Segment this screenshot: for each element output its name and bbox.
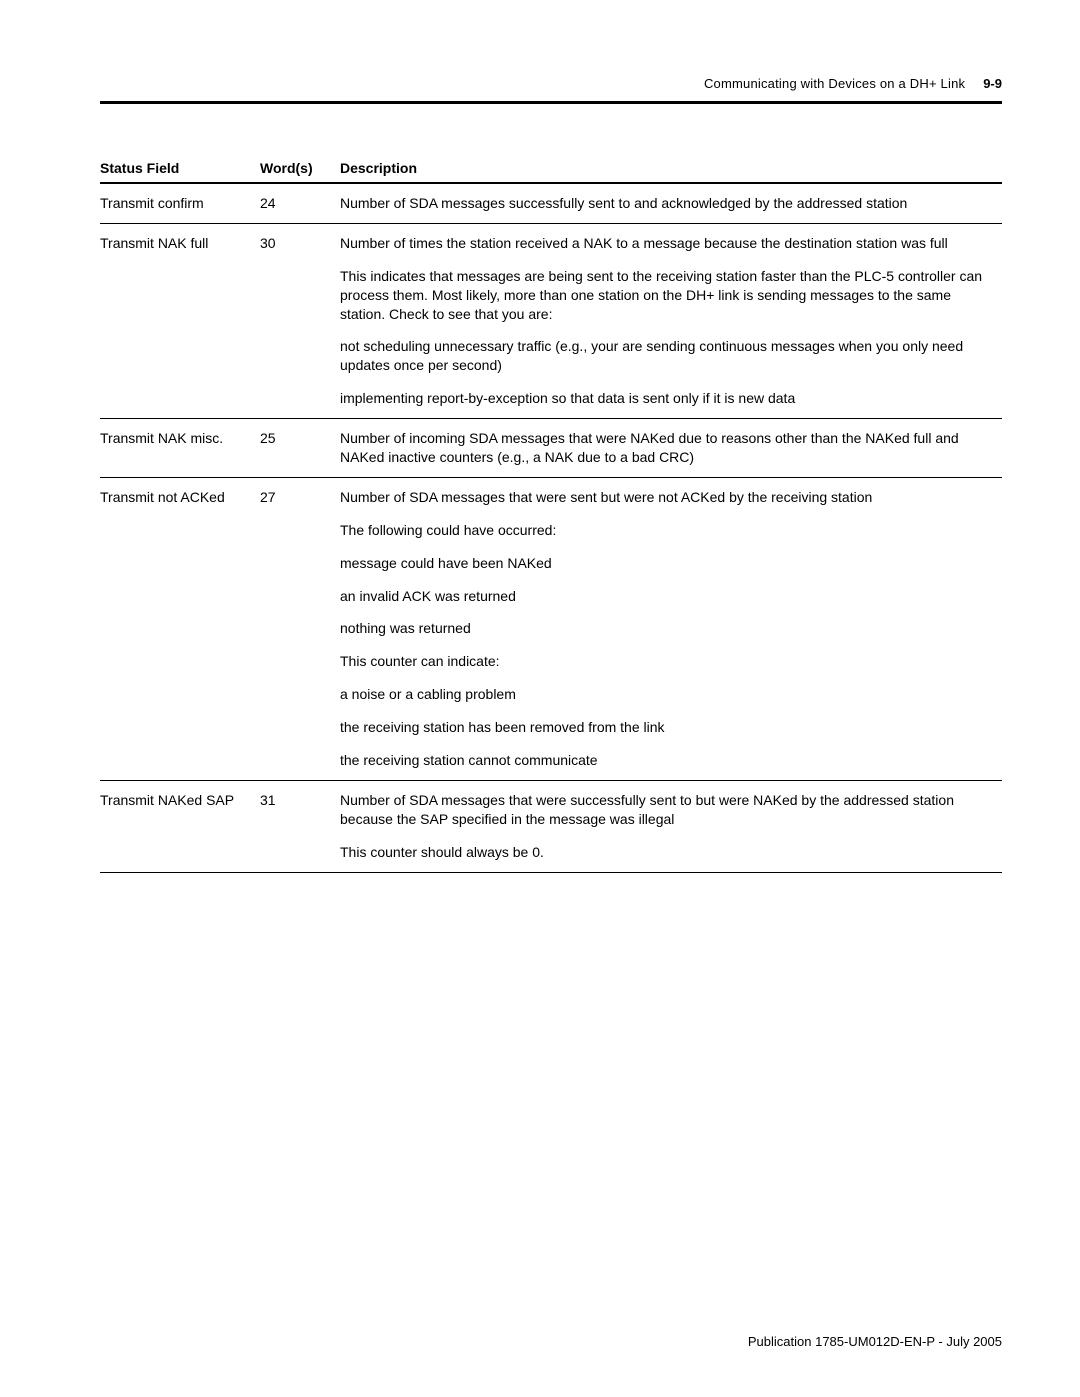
- description-paragraph: not scheduling unnecessary traffic (e.g.…: [340, 337, 994, 375]
- description-paragraph: message could have been NAKed: [340, 554, 994, 573]
- table-row: Transmit NAK misc.25Number of incoming S…: [100, 419, 1002, 478]
- cell-description: Number of SDA messages that were success…: [340, 780, 1002, 872]
- cell-word: 24: [260, 183, 340, 223]
- table-header-row: Status Field Word(s) Description: [100, 154, 1002, 183]
- cell-status-field: Transmit NAK misc.: [100, 419, 260, 478]
- cell-description: Number of times the station received a N…: [340, 223, 1002, 418]
- table-body: Transmit confirm24Number of SDA messages…: [100, 183, 1002, 872]
- running-header: Communicating with Devices on a DH+ Link…: [100, 76, 1002, 101]
- cell-word: 27: [260, 477, 340, 780]
- cell-description: Number of incoming SDA messages that wer…: [340, 419, 1002, 478]
- col-header-words: Word(s): [260, 154, 340, 183]
- footer-publication: Publication 1785-UM012D-EN-P - July 2005: [748, 1334, 1002, 1349]
- description-paragraph: nothing was returned: [340, 619, 994, 638]
- cell-word: 30: [260, 223, 340, 418]
- description-paragraph: an invalid ACK was returned: [340, 587, 994, 606]
- cell-description: Number of SDA messages successfully sent…: [340, 183, 1002, 223]
- header-rule: [100, 101, 1002, 104]
- description-paragraph: Number of SDA messages successfully sent…: [340, 194, 994, 213]
- description-paragraph: The following could have occurred:: [340, 521, 994, 540]
- description-paragraph: This counter can indicate:: [340, 652, 994, 671]
- description-paragraph: a noise or a cabling problem: [340, 685, 994, 704]
- cell-status-field: Transmit not ACKed: [100, 477, 260, 780]
- page: Communicating with Devices on a DH+ Link…: [0, 0, 1080, 1397]
- table-row: Transmit NAKed SAP31Number of SDA messag…: [100, 780, 1002, 872]
- description-paragraph: Number of times the station received a N…: [340, 234, 994, 253]
- description-paragraph: implementing report-by-exception so that…: [340, 389, 994, 408]
- description-paragraph: the receiving station has been removed f…: [340, 718, 994, 737]
- description-paragraph: Number of incoming SDA messages that wer…: [340, 429, 994, 467]
- header-title: Communicating with Devices on a DH+ Link: [704, 76, 965, 91]
- description-paragraph: This counter should always be 0.: [340, 843, 994, 862]
- cell-description: Number of SDA messages that were sent bu…: [340, 477, 1002, 780]
- col-header-description: Description: [340, 154, 1002, 183]
- col-header-status-field: Status Field: [100, 154, 260, 183]
- table-row: Transmit NAK full30Number of times the s…: [100, 223, 1002, 418]
- description-paragraph: Number of SDA messages that were sent bu…: [340, 488, 994, 507]
- table-row: Transmit confirm24Number of SDA messages…: [100, 183, 1002, 223]
- cell-status-field: Transmit confirm: [100, 183, 260, 223]
- table-row: Transmit not ACKed27Number of SDA messag…: [100, 477, 1002, 780]
- cell-word: 25: [260, 419, 340, 478]
- description-paragraph: Number of SDA messages that were success…: [340, 791, 994, 829]
- cell-status-field: Transmit NAK full: [100, 223, 260, 418]
- header-page-number: 9-9: [983, 76, 1002, 91]
- status-table: Status Field Word(s) Description Transmi…: [100, 154, 1002, 873]
- cell-status-field: Transmit NAKed SAP: [100, 780, 260, 872]
- cell-word: 31: [260, 780, 340, 872]
- description-paragraph: the receiving station cannot communicate: [340, 751, 994, 770]
- description-paragraph: This indicates that messages are being s…: [340, 267, 994, 324]
